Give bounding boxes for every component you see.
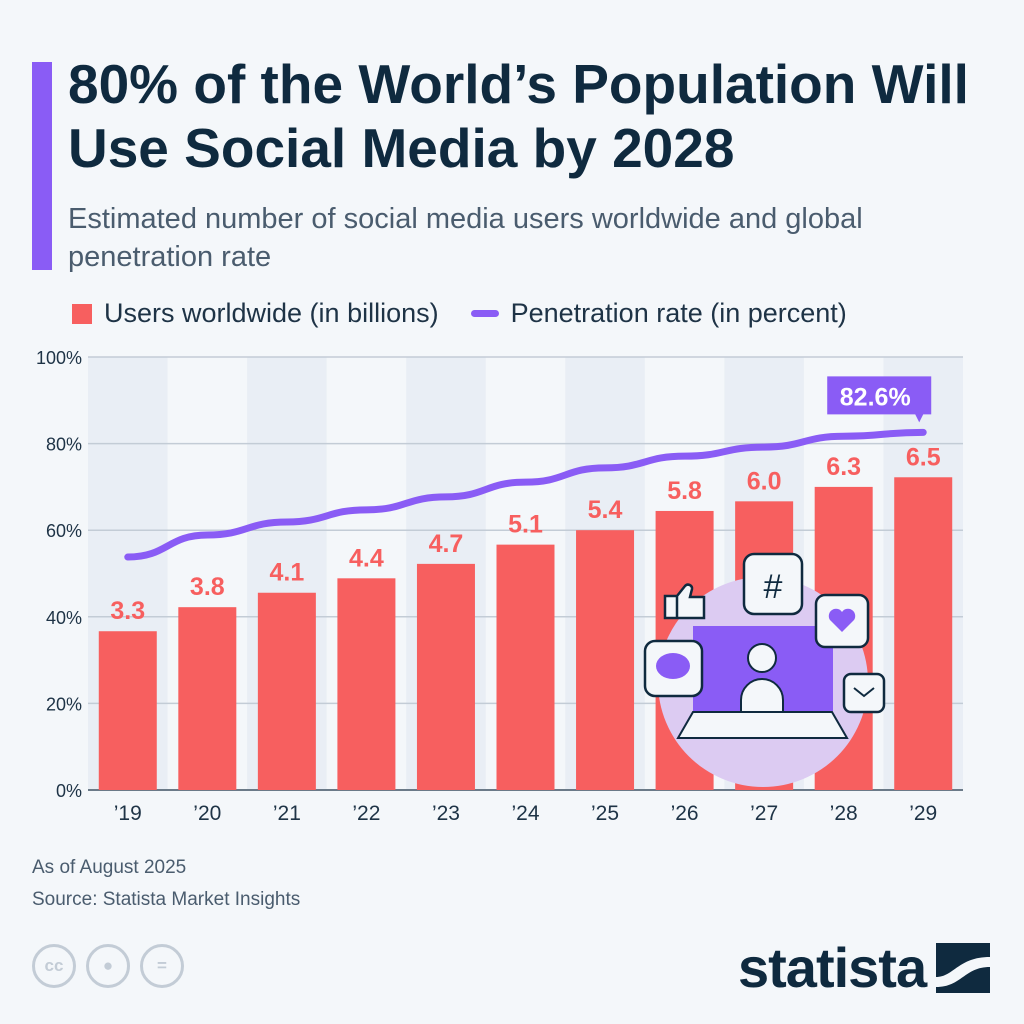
x-tick-label: ’26 [671,802,699,825]
x-tick-label: ’19 [114,802,142,825]
y-tick-label: 40% [46,608,82,628]
mail-glyph [853,687,875,698]
legend-label-line: Penetration rate (in percent) [510,298,847,328]
bar-data-label: 6.5 [906,443,941,471]
mail-icon [842,672,886,714]
bar-data-label: 5.1 [508,511,543,539]
y-tick-label: 60% [46,521,82,541]
callout-box [827,376,932,423]
bar [416,563,475,790]
hashtag-glyph: # [764,568,783,606]
bar [496,544,555,790]
x-tick-label: ’27 [750,802,778,825]
brand-name: statista [738,936,927,999]
license-icons: cc ● = [32,944,184,988]
bar-data-label: 6.0 [747,467,782,495]
as-of-note: As of August 2025 [32,857,187,878]
bar-data-label: 4.4 [349,544,384,572]
x-tick-label: ’20 [193,802,221,825]
laptop-keyboard-icon [676,711,849,739]
thumbs-up-icon [663,583,706,620]
x-tick-label: ’24 [511,802,539,825]
bar-data-label: 3.8 [190,573,225,601]
chart-subtitle: Estimated number of social media users w… [68,203,863,273]
person-body-icon [740,678,784,713]
callout-label: 82.6% [840,383,911,411]
bar-data-label: 5.8 [667,477,702,505]
bar [178,607,237,790]
bar-data-label: 5.4 [588,496,623,524]
cc-icon[interactable]: cc [32,944,76,988]
bar [337,578,396,790]
statista-logo: statista [738,935,991,1000]
social-media-illustration: # [643,552,886,787]
y-tick-label: 0% [56,781,82,801]
bar [576,530,635,790]
bar-data-label: 3.3 [110,597,145,625]
hashtag-icon [742,552,804,616]
bar [257,592,316,790]
legend-swatch-bars [72,303,92,324]
accent-bar [32,62,52,270]
y-tick-label: 100% [36,348,82,368]
person-head-icon [747,643,777,673]
x-tick-label: ’21 [273,802,301,825]
y-tick-label: 20% [46,694,82,714]
y-tick-label: 80% [46,435,82,455]
source-note: Source: Statista Market Insights [32,889,301,910]
legend-label-bars: Users worldwide (in billions) [104,298,439,328]
legend: Users worldwide (in billions) Penetratio… [72,298,847,329]
statista-logo-icon [936,942,991,993]
x-tick-label: ’23 [432,802,460,825]
x-tick-label: ’28 [830,802,858,825]
attribution-icon[interactable]: ● [86,944,130,988]
legend-swatch-line [470,310,499,317]
x-tick-label: ’22 [352,802,380,825]
chart: 0% 20% 40% 60% 80% 100% 3.3 ’19 3.8 ’20 4.1 ’21 4.4 ’… [36,348,963,825]
bar-data-label: 4.1 [269,559,304,587]
bar-data-label: 4.7 [429,530,464,558]
notes: As of August 2025 Source: Statista Marke… [32,852,300,916]
bar-data-label: 6.3 [826,453,861,481]
no-derivatives-icon[interactable]: = [140,944,184,988]
bar [894,477,953,790]
x-tick-label: ’25 [591,802,619,825]
chat-glyph [656,653,690,679]
bar [98,631,157,790]
x-tick-label: ’29 [909,802,937,825]
heart-glyph [828,608,856,632]
chart-title: 80% of the World’s Population Will Use S… [68,53,969,179]
